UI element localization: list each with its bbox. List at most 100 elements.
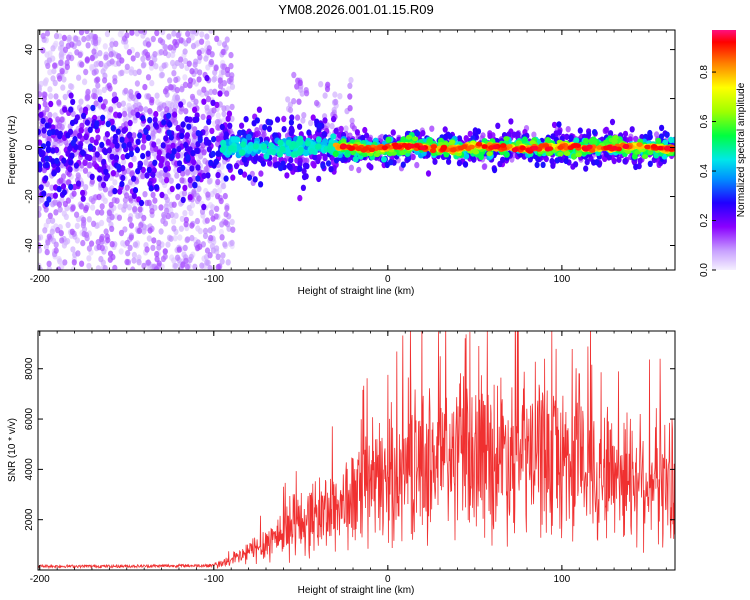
heatmap-point — [209, 127, 215, 135]
heatmap-point — [145, 259, 151, 266]
heatmap-point — [185, 169, 191, 176]
x-tick-label: -100 — [204, 574, 224, 585]
heatmap-point — [140, 144, 146, 151]
y-tick-label: -40 — [24, 238, 35, 253]
heatmap-point — [41, 127, 47, 134]
heatmap-point — [115, 128, 121, 135]
heatmap-point — [86, 262, 92, 270]
heatmap-point — [356, 166, 362, 174]
heatmap-point — [577, 127, 583, 134]
heatmap-point — [337, 132, 343, 139]
heatmap-point — [277, 139, 284, 146]
heatmap-point — [191, 158, 197, 166]
heatmap-point — [187, 176, 193, 184]
heatmap-point — [95, 265, 101, 270]
heatmap-point — [332, 150, 339, 158]
heatmap-point — [96, 193, 102, 201]
heatmap-point — [354, 129, 360, 136]
heatmap-point — [248, 144, 255, 152]
heatmap-point — [38, 84, 42, 91]
heatmap-point — [112, 78, 118, 85]
heatmap-point — [432, 158, 438, 165]
heatmap-point — [191, 188, 197, 195]
heatmap-point — [112, 187, 118, 195]
x-tick-label: -200 — [30, 574, 50, 585]
heatmap-point — [86, 162, 92, 169]
heatmap-point — [557, 145, 564, 151]
heatmap-point — [121, 142, 127, 149]
heatmap-point — [38, 103, 42, 110]
heatmap-point — [333, 98, 339, 106]
heatmap-point — [531, 145, 539, 151]
heatmap-point — [162, 49, 168, 56]
heatmap-point — [127, 119, 133, 127]
y-tick-label: 8000 — [24, 357, 35, 380]
heatmap-point — [136, 68, 142, 76]
heatmap-point — [141, 228, 147, 235]
heatmap-point — [381, 145, 388, 151]
heatmap-point — [105, 120, 111, 128]
heatmap-point — [61, 157, 67, 164]
heatmap-point — [396, 144, 403, 150]
heatmap-point — [206, 48, 212, 56]
heatmap-point — [159, 71, 165, 79]
heatmap-point — [65, 179, 71, 186]
heatmap-point — [136, 259, 142, 266]
heatmap-point — [172, 38, 178, 46]
heatmap-point — [197, 227, 203, 235]
heatmap-point — [167, 121, 173, 128]
heatmap-point — [74, 49, 80, 56]
heatmap-point — [45, 146, 52, 153]
heatmap-point — [164, 207, 170, 214]
heatmap-point — [172, 111, 178, 118]
heatmap-point — [413, 143, 420, 148]
heatmap-point — [152, 116, 158, 124]
heatmap-point — [68, 83, 74, 90]
heatmap-point — [49, 184, 55, 191]
heatmap-point — [220, 68, 226, 76]
heatmap-point — [76, 39, 82, 47]
heatmap-point — [135, 111, 141, 119]
heatmap-point — [135, 168, 141, 175]
heatmap-point — [163, 44, 169, 51]
heatmap-point — [186, 60, 192, 67]
heatmap-point — [275, 116, 281, 123]
heatmap-point — [163, 135, 169, 142]
heatmap-point — [119, 180, 125, 188]
heatmap-point — [98, 235, 105, 243]
heatmap-point — [352, 155, 359, 163]
heatmap-point — [160, 142, 166, 149]
heatmap-point — [215, 253, 221, 260]
heatmap-point — [168, 134, 174, 141]
heatmap-point — [143, 128, 149, 136]
heatmap-point — [102, 77, 108, 84]
heatmap-point — [190, 150, 196, 157]
heatmap-point — [196, 49, 202, 56]
heatmap-point — [99, 203, 105, 210]
heatmap-point — [78, 30, 85, 36]
colorbar-tick-label: 0.6 — [699, 114, 710, 128]
heatmap-point — [222, 192, 228, 200]
y-tick-label: 4000 — [24, 458, 35, 481]
heatmap-point — [91, 156, 97, 163]
heatmap-point — [132, 69, 138, 77]
heatmap-point — [529, 140, 536, 145]
heatmap-point — [91, 87, 98, 95]
heatmap-point — [650, 144, 658, 149]
heatmap-point — [109, 213, 115, 221]
heatmap-point — [46, 57, 53, 64]
heatmap-point — [217, 90, 223, 97]
heatmap-point — [82, 159, 88, 166]
y-tick-label: 0 — [24, 144, 35, 150]
heatmap-point — [338, 125, 344, 133]
heatmap-point — [362, 126, 368, 134]
heatmap-point — [591, 139, 598, 146]
heatmap-point — [180, 196, 186, 204]
heatmap-point — [218, 228, 224, 236]
heatmap-point — [564, 151, 571, 156]
heatmap-point — [190, 42, 197, 50]
heatmap-point — [220, 48, 226, 56]
heatmap-point — [316, 175, 322, 183]
heatmap-point — [151, 237, 157, 244]
heatmap-point — [215, 171, 221, 179]
